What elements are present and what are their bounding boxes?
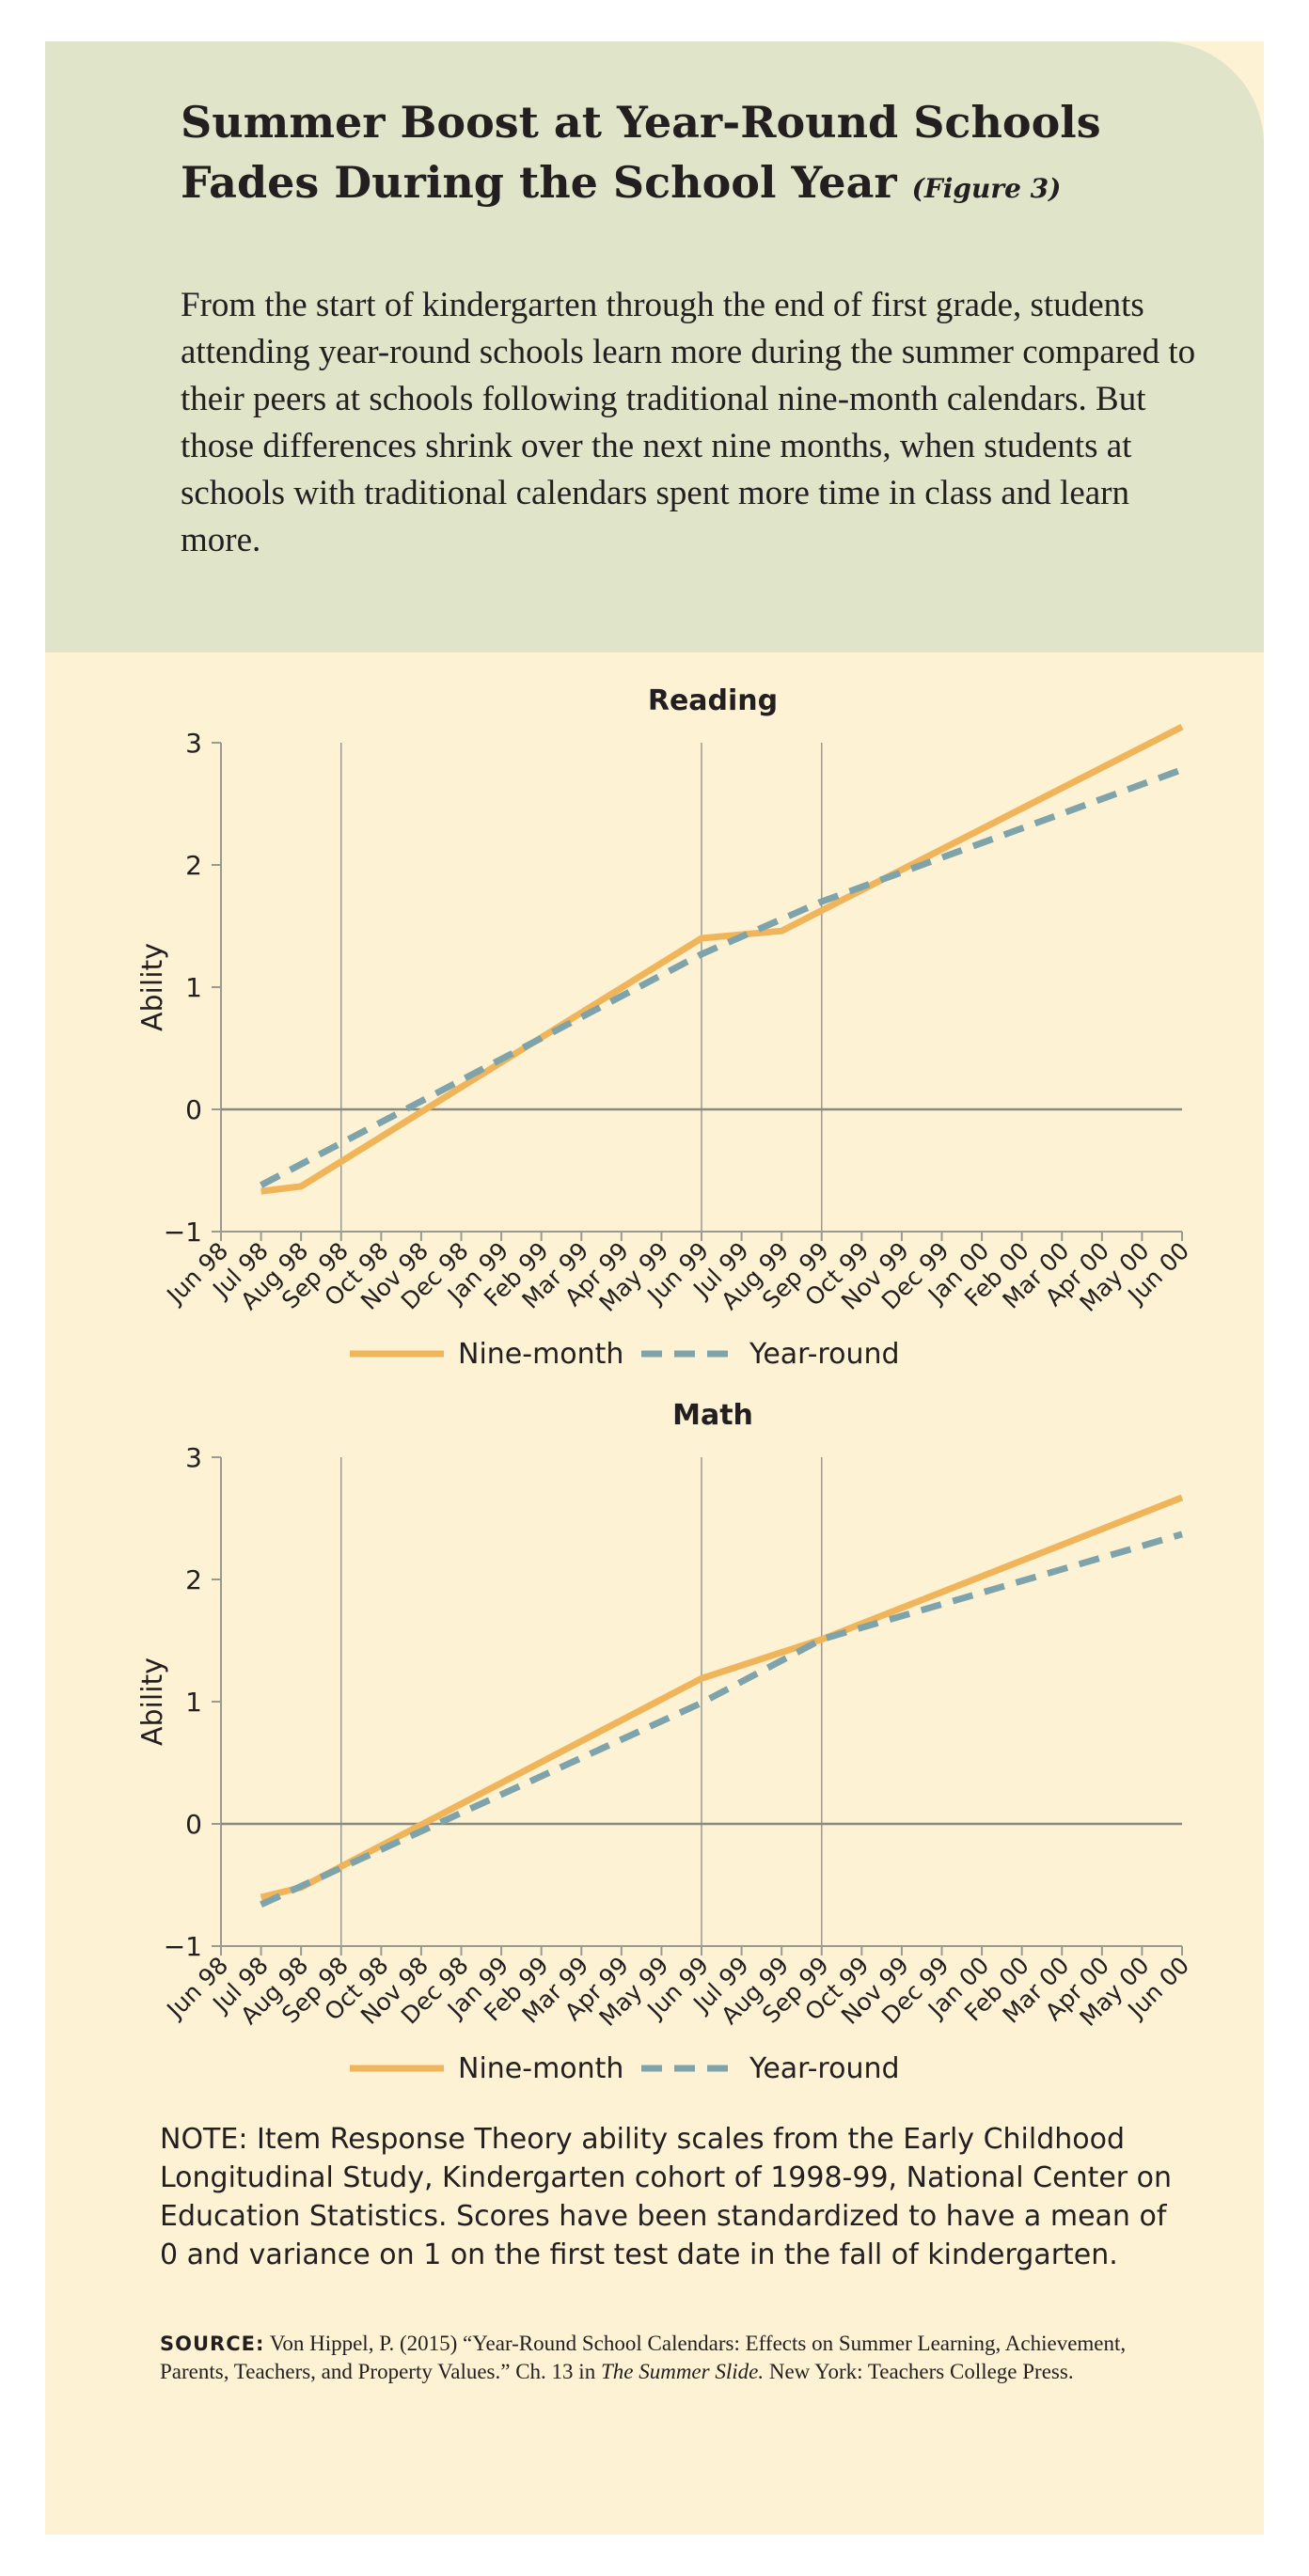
y-axis-label: Ability	[136, 943, 169, 1031]
source-citation: SOURCE: Von Hippel, P. (2015) “Year-Roun…	[160, 2330, 1157, 2385]
legend-label: Year-round	[749, 2052, 900, 2085]
y-tick-label: 3	[185, 1442, 202, 1473]
y-tick-label: −1	[164, 1931, 202, 1962]
y-axis-label: Ability	[136, 1657, 169, 1746]
series-line-nine-month	[260, 1494, 1184, 1901]
y-tick-label: 0	[185, 1809, 202, 1840]
title-text: Summer Boost at Year-Round Schools Fades…	[181, 97, 1101, 208]
legend-label: Year-round	[749, 1338, 900, 1371]
y-tick-label: 0	[185, 1094, 202, 1125]
series-line-year-round	[260, 1531, 1183, 1908]
chart-title: Math	[672, 1399, 753, 1432]
legend-label: Nine-month	[458, 2052, 623, 2085]
y-tick-label: 1	[185, 1687, 202, 1718]
header-panel	[45, 41, 1264, 652]
chart-title: Reading	[648, 684, 778, 717]
figure-title: Summer Boost at Year-Round Schools Fades…	[181, 92, 1159, 219]
figure-label: (Figure 3)	[911, 173, 1062, 204]
source-publisher: New York: Teachers College Press.	[764, 2360, 1074, 2383]
source-text: Von Hippel, P. (2015) “Year-Round School…	[160, 2332, 1127, 2383]
series-line-year-round	[259, 766, 1184, 1188]
note-text: NOTE: Item Response Theory ability scale…	[160, 2123, 1173, 2271]
source-book-title: The Summer Slide.	[600, 2360, 765, 2383]
y-tick-label: 2	[185, 850, 202, 881]
y-tick-label: 1	[185, 972, 202, 1003]
series-line-nine-month	[260, 723, 1184, 1195]
intro-paragraph: From the start of kindergarten through t…	[181, 286, 1196, 559]
source-label: SOURCE:	[160, 2333, 265, 2355]
legend-label: Nine-month	[458, 1338, 623, 1371]
y-tick-label: 2	[185, 1564, 202, 1595]
y-tick-label: −1	[164, 1217, 202, 1248]
y-tick-label: 3	[185, 728, 202, 759]
